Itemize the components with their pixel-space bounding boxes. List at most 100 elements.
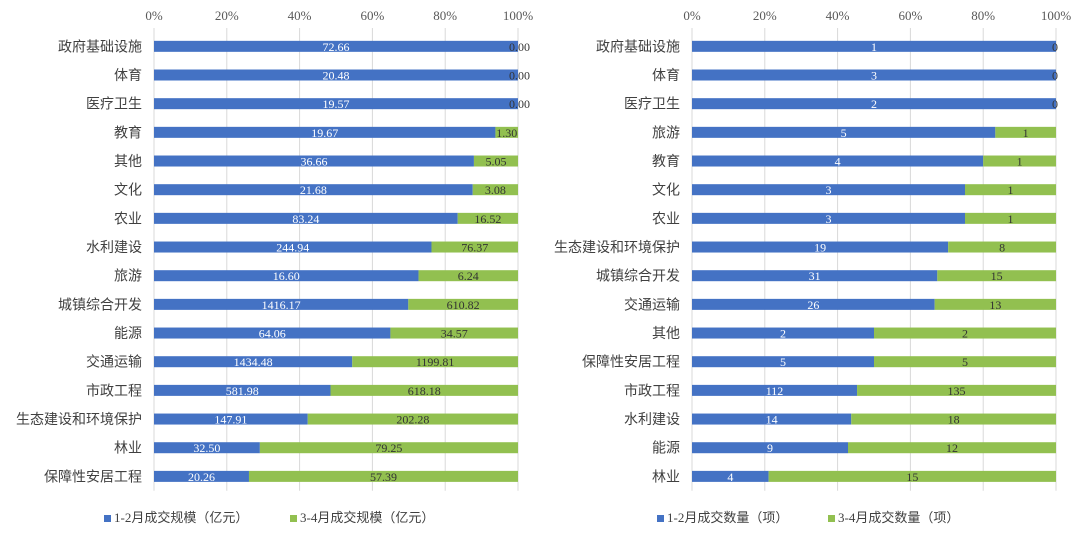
data-label-series-2: 12 bbox=[946, 441, 958, 455]
data-label-series-2: 1.30 bbox=[496, 126, 517, 140]
data-label-series-2: 57.39 bbox=[370, 470, 397, 484]
bar-series-1 bbox=[692, 184, 965, 196]
x-tick-label: 20% bbox=[753, 8, 777, 23]
x-tick-label: 100% bbox=[1041, 8, 1072, 23]
data-label-series-1: 1 bbox=[871, 40, 877, 54]
legend-marker bbox=[104, 515, 111, 522]
bar-series-1 bbox=[692, 413, 852, 425]
x-tick-label: 0% bbox=[145, 8, 163, 23]
data-label-series-2: 13 bbox=[989, 298, 1001, 312]
data-label-series-1: 21.68 bbox=[300, 183, 327, 197]
bar-series-2 bbox=[965, 184, 1056, 196]
x-tick-label: 20% bbox=[215, 8, 239, 23]
x-tick-label: 100% bbox=[503, 8, 534, 23]
data-label-series-1: 36.66 bbox=[300, 155, 327, 169]
data-label-series-1: 2 bbox=[871, 97, 877, 111]
legend-marker bbox=[828, 515, 835, 522]
data-label-series-1: 3 bbox=[871, 69, 877, 83]
bar-series-1 bbox=[154, 470, 249, 482]
bar-series-1 bbox=[692, 155, 984, 167]
category-label: 教育 bbox=[652, 154, 680, 170]
data-label-series-2: 79.25 bbox=[375, 441, 402, 455]
data-label-series-2: 3.08 bbox=[485, 183, 506, 197]
bar-series-1 bbox=[154, 98, 518, 110]
chart-left-scale-amount: 0% 20% 40% 60% 80% 100% 政府基础设施 72.66 0.00 体育 20.48… bbox=[16, 8, 533, 525]
data-label-series-2: 1 bbox=[1008, 183, 1014, 197]
x-tick-label: 40% bbox=[288, 8, 312, 23]
bar-series-1 bbox=[154, 241, 432, 253]
data-label-series-1: 20.48 bbox=[323, 69, 350, 83]
data-label-series-1: 3 bbox=[826, 183, 832, 197]
data-label-series-1: 16.60 bbox=[273, 269, 300, 283]
bar-series-2 bbox=[857, 384, 1056, 396]
x-tick-label: 60% bbox=[360, 8, 384, 23]
data-label-series-1: 19.57 bbox=[323, 97, 350, 111]
category-label: 医疗卫生 bbox=[86, 97, 142, 113]
data-label-series-1: 5 bbox=[780, 355, 786, 369]
data-label-series-1: 112 bbox=[766, 384, 784, 398]
bar-series-1 bbox=[692, 270, 938, 282]
bar-series-1 bbox=[154, 298, 409, 310]
data-label-series-2: 2 bbox=[962, 327, 968, 341]
bar-series-1 bbox=[154, 184, 473, 196]
data-label-series-1: 83.24 bbox=[292, 212, 319, 226]
data-label-series-1: 19 bbox=[814, 241, 826, 255]
category-label: 旅游 bbox=[114, 269, 142, 285]
category-label: 文化 bbox=[114, 183, 142, 199]
bar-series-1 bbox=[692, 298, 935, 310]
legend-marker bbox=[657, 515, 664, 522]
category-label: 其他 bbox=[652, 326, 680, 342]
category-label: 农业 bbox=[114, 211, 142, 227]
data-label-series-1: 4 bbox=[835, 155, 841, 169]
category-label: 城镇综合开发 bbox=[58, 297, 142, 313]
bar-series-1 bbox=[154, 327, 391, 339]
bar-series-1 bbox=[692, 40, 1056, 52]
x-tick-label: 0% bbox=[683, 8, 701, 23]
bar-series-2 bbox=[390, 327, 518, 339]
data-label-series-1: 1434.48 bbox=[234, 355, 273, 369]
bar-series-1 bbox=[692, 356, 874, 368]
bar-series-1 bbox=[154, 155, 474, 167]
data-label-series-1: 581.98 bbox=[226, 384, 259, 398]
bar-series-2 bbox=[948, 241, 1056, 253]
bar-series-1 bbox=[692, 470, 769, 482]
bar-series-2 bbox=[330, 384, 518, 396]
category-label: 林业 bbox=[114, 441, 142, 457]
bar-series-2 bbox=[431, 241, 518, 253]
bar-series-1 bbox=[154, 69, 518, 81]
data-label-series-2: 5.05 bbox=[485, 155, 506, 169]
bar-series-2 bbox=[473, 155, 518, 167]
bar-series-1 bbox=[154, 442, 260, 454]
legend-label: 3-4月成交数量（项） bbox=[838, 510, 959, 525]
data-label-series-1: 5 bbox=[841, 126, 847, 140]
bar-series-2 bbox=[259, 442, 518, 454]
bar-series-2 bbox=[851, 413, 1056, 425]
x-tick-label: 80% bbox=[433, 8, 457, 23]
category-label: 体育 bbox=[652, 68, 680, 84]
category-label: 交通运输 bbox=[624, 296, 680, 313]
legend-label: 1-2月成交规模（亿元） bbox=[114, 510, 248, 525]
bar-series-2 bbox=[408, 298, 518, 310]
legend-label: 3-4月成交规模（亿元） bbox=[300, 510, 434, 525]
data-label-series-1: 147.91 bbox=[214, 413, 247, 427]
category-label: 体育 bbox=[114, 68, 142, 84]
bar-series-1 bbox=[692, 384, 858, 396]
data-label-series-2: 135 bbox=[948, 384, 966, 398]
x-tick-label: 40% bbox=[826, 8, 850, 23]
category-label: 市政工程 bbox=[86, 382, 142, 399]
bar-series-1 bbox=[692, 212, 965, 224]
bar-series-1 bbox=[154, 212, 458, 224]
category-label: 医疗卫生 bbox=[624, 97, 680, 113]
category-label: 其他 bbox=[114, 154, 142, 170]
data-label-series-2: 1199.81 bbox=[416, 355, 455, 369]
bar-series-2 bbox=[937, 270, 1056, 282]
data-label-series-1: 14 bbox=[766, 413, 778, 427]
legend-label: 1-2月成交数量（项） bbox=[667, 510, 788, 525]
bar-series-2 bbox=[874, 327, 1056, 339]
bar-series-2 bbox=[457, 212, 518, 224]
category-label: 生态建设和环境保护 bbox=[554, 240, 680, 256]
x-tick-label: 80% bbox=[971, 8, 995, 23]
bar-series-2 bbox=[352, 356, 518, 368]
category-label: 能源 bbox=[114, 326, 142, 342]
